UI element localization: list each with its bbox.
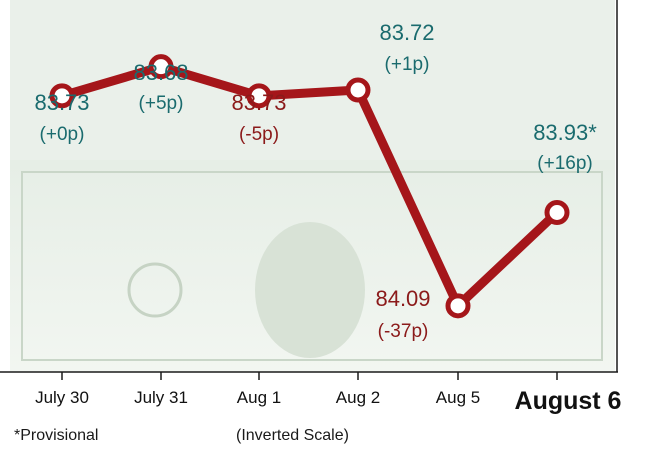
data-value-label: 83.73 <box>34 90 89 115</box>
banknote-background <box>10 0 615 372</box>
dollar-note-border <box>21 171 603 361</box>
x-tick-label: Aug 2 <box>336 388 380 407</box>
data-point-marker <box>49 83 75 109</box>
data-point-marker <box>246 83 272 109</box>
data-point-marker <box>445 293 471 319</box>
data-point-marker <box>148 54 174 80</box>
data-label-layer: 83.73 (+0p) 83.68 (+5p) 83.73 (-5p) 83.72 (+1p)… <box>34 20 597 342</box>
data-value-label: 84.09 <box>375 286 430 311</box>
provisional-footnote: *Provisional <box>14 427 99 444</box>
data-change-label: (+5p) <box>139 93 184 114</box>
x-tick-label: Aug 5 <box>436 388 480 407</box>
data-change-label: (+16p) <box>537 153 592 174</box>
data-change-label: (+0p) <box>40 124 85 145</box>
data-change-label: (-5p) <box>239 124 279 145</box>
data-change-label: (+1p) <box>385 54 430 75</box>
data-value-label: 83.72 <box>379 20 434 45</box>
portrait-oval <box>255 222 365 358</box>
data-value-label: 83.93* <box>533 120 597 145</box>
x-tick-label: Aug 1 <box>237 388 281 407</box>
data-value-label: 83.73 <box>231 90 286 115</box>
scale-footnote: (Inverted Scale) <box>236 427 349 444</box>
x-tick-label: July 30 <box>35 388 89 407</box>
data-point-marker <box>345 77 371 103</box>
series-line <box>57 62 562 311</box>
series-line-layer <box>49 54 570 319</box>
data-value-label: 83.68 <box>133 60 188 85</box>
data-point-marker <box>544 200 570 225</box>
x-tick-label: August 6 <box>515 387 622 415</box>
x-tick-label: July 31 <box>134 388 188 407</box>
data-change-label: (-37p) <box>378 321 429 342</box>
x-axis: July 30 July 31 Aug 1 Aug 2 Aug 5 August 6 <box>0 0 621 415</box>
seal-ring <box>127 262 183 318</box>
